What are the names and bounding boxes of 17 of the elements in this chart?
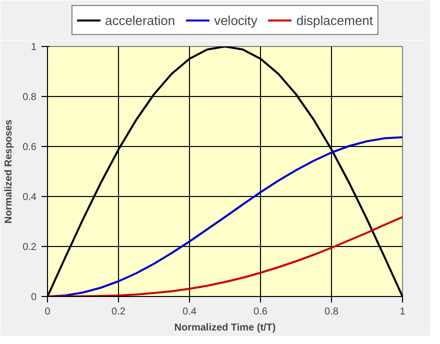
y-axis-title: Normalized Resposes <box>4 119 15 224</box>
x-tick-label: 0.4 <box>182 306 197 318</box>
x-axis-title: Normalized Time (t/T) <box>174 322 276 334</box>
x-tick-label: 0.2 <box>112 306 126 318</box>
y-tick-label: 1 <box>30 42 37 53</box>
y-tick-label: 0.4 <box>22 192 37 203</box>
legend-label: acceleration <box>104 12 176 28</box>
x-tick-label: 0.8 <box>324 306 339 318</box>
y-tick-label: 0.6 <box>22 142 37 153</box>
x-tick-label: 0 <box>44 306 51 318</box>
y-tick-label: 0.2 <box>22 242 37 253</box>
legend-label: displacement <box>296 12 374 28</box>
y-tick-label: 0.8 <box>22 92 37 103</box>
x-tick-label: 1 <box>400 306 406 318</box>
y-tick-label: 0 <box>30 292 37 303</box>
x-tick-label: 0.6 <box>254 306 268 318</box>
legend-label: velocity <box>214 12 258 28</box>
